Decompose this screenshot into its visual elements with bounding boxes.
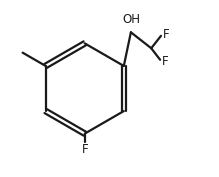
Text: F: F (162, 55, 169, 68)
Text: F: F (163, 28, 170, 41)
Text: F: F (81, 143, 88, 156)
Text: OH: OH (122, 13, 140, 26)
